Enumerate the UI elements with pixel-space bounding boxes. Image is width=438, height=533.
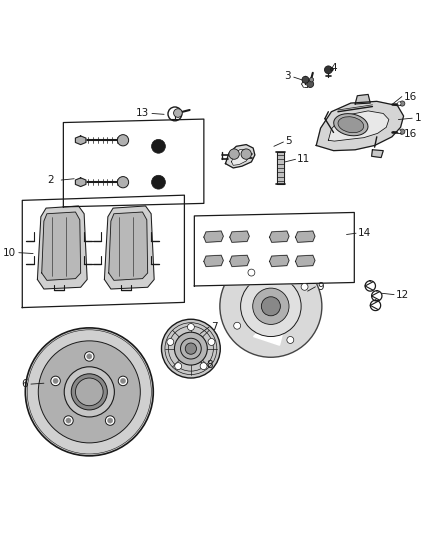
Text: 5: 5 xyxy=(285,136,292,146)
Text: 3: 3 xyxy=(284,71,290,82)
Polygon shape xyxy=(226,144,255,168)
Circle shape xyxy=(398,130,401,133)
Circle shape xyxy=(167,338,174,345)
Text: 7: 7 xyxy=(211,322,217,332)
Polygon shape xyxy=(331,68,333,71)
Circle shape xyxy=(117,135,129,146)
Polygon shape xyxy=(230,255,249,266)
Text: 10: 10 xyxy=(3,248,16,257)
Polygon shape xyxy=(109,212,148,280)
Circle shape xyxy=(241,149,251,159)
Circle shape xyxy=(107,418,113,423)
Circle shape xyxy=(51,376,60,386)
Circle shape xyxy=(64,416,73,425)
Circle shape xyxy=(120,378,126,384)
Polygon shape xyxy=(75,178,86,187)
Circle shape xyxy=(175,362,182,369)
Circle shape xyxy=(71,374,107,410)
Polygon shape xyxy=(104,206,154,289)
Circle shape xyxy=(229,149,239,159)
Circle shape xyxy=(240,276,301,336)
Polygon shape xyxy=(296,255,315,266)
Circle shape xyxy=(398,102,401,105)
Circle shape xyxy=(152,175,166,189)
Circle shape xyxy=(208,338,215,345)
Polygon shape xyxy=(204,255,223,266)
Text: 13: 13 xyxy=(136,108,149,118)
Circle shape xyxy=(152,140,166,153)
Ellipse shape xyxy=(338,117,364,133)
Polygon shape xyxy=(75,136,86,144)
Polygon shape xyxy=(355,94,370,104)
Polygon shape xyxy=(22,195,184,308)
Text: 2: 2 xyxy=(47,175,53,185)
Circle shape xyxy=(64,367,114,417)
Circle shape xyxy=(180,338,201,359)
Circle shape xyxy=(400,129,405,134)
Polygon shape xyxy=(371,150,383,158)
Circle shape xyxy=(117,176,129,188)
Polygon shape xyxy=(37,206,87,289)
Circle shape xyxy=(261,297,280,316)
Polygon shape xyxy=(64,119,204,207)
Polygon shape xyxy=(269,255,289,266)
Text: 9: 9 xyxy=(317,282,324,292)
Polygon shape xyxy=(232,149,250,165)
Polygon shape xyxy=(42,212,81,280)
Circle shape xyxy=(53,378,58,384)
Text: 8: 8 xyxy=(206,360,213,370)
Circle shape xyxy=(400,101,405,106)
Polygon shape xyxy=(194,213,354,286)
Text: 16: 16 xyxy=(403,129,417,139)
Ellipse shape xyxy=(334,114,368,136)
Text: 11: 11 xyxy=(297,154,311,164)
Circle shape xyxy=(200,362,207,369)
Circle shape xyxy=(287,336,294,343)
Polygon shape xyxy=(204,231,223,243)
Circle shape xyxy=(325,66,332,74)
Text: 6: 6 xyxy=(22,379,28,389)
Circle shape xyxy=(38,341,140,443)
Circle shape xyxy=(106,416,115,425)
Text: 1: 1 xyxy=(415,113,421,123)
Circle shape xyxy=(75,378,103,406)
Circle shape xyxy=(174,332,207,365)
Circle shape xyxy=(85,352,94,361)
Circle shape xyxy=(234,322,240,329)
Polygon shape xyxy=(328,111,389,141)
Circle shape xyxy=(118,376,128,386)
Circle shape xyxy=(248,269,255,276)
Polygon shape xyxy=(296,231,315,243)
Circle shape xyxy=(307,80,314,87)
Circle shape xyxy=(253,288,289,325)
Polygon shape xyxy=(269,231,289,243)
Circle shape xyxy=(87,354,92,359)
Circle shape xyxy=(220,255,322,357)
Circle shape xyxy=(185,343,197,354)
Circle shape xyxy=(302,76,309,83)
Circle shape xyxy=(66,418,71,423)
Text: 12: 12 xyxy=(396,289,409,300)
Circle shape xyxy=(301,284,308,290)
Polygon shape xyxy=(316,101,403,151)
Polygon shape xyxy=(230,231,249,243)
Text: 16: 16 xyxy=(403,92,417,102)
Polygon shape xyxy=(254,311,284,345)
Text: 4: 4 xyxy=(330,63,337,72)
Circle shape xyxy=(187,324,194,330)
Polygon shape xyxy=(277,151,284,184)
Circle shape xyxy=(173,109,182,117)
Text: 14: 14 xyxy=(358,228,371,238)
Circle shape xyxy=(162,319,220,378)
Circle shape xyxy=(25,328,153,456)
Circle shape xyxy=(309,78,314,82)
